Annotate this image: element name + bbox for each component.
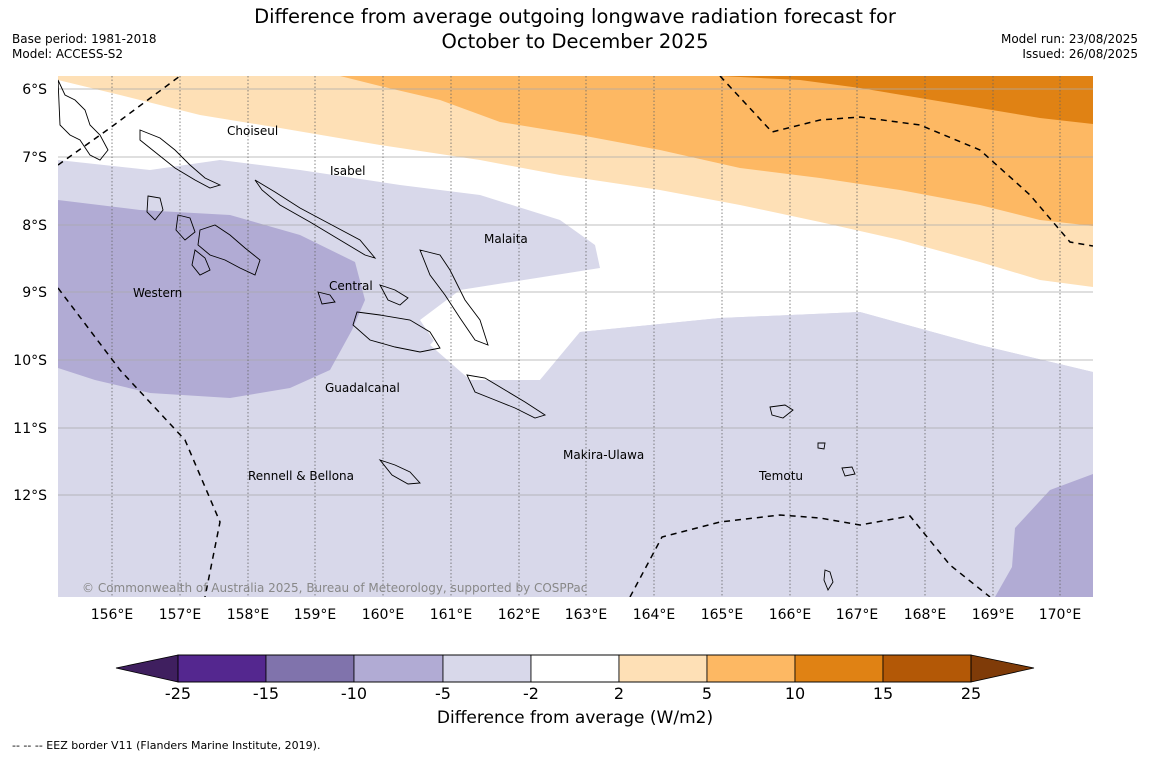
colorbar-tick: -25 xyxy=(165,684,191,703)
lon-label: 165°E xyxy=(701,607,744,623)
region-label-malaita: Malaita xyxy=(484,232,528,246)
colorbar-tick: 15 xyxy=(873,684,893,703)
colorbar-extend-min xyxy=(115,654,179,683)
region-label-makira-ulawa: Makira-Ulawa xyxy=(563,448,644,462)
colorbar-segment xyxy=(265,654,355,683)
lat-label: 7°S xyxy=(22,150,47,166)
lon-label: 170°E xyxy=(1039,607,1082,623)
meta-left: Base period: 1981-2018 Model: ACCESS-S2 xyxy=(12,32,157,62)
band-minus10-minus5-west xyxy=(58,200,365,398)
colorbar-tick: -15 xyxy=(253,684,279,703)
lon-label: 158°E xyxy=(227,607,270,623)
model-name: Model: ACCESS-S2 xyxy=(12,47,124,61)
colorbar-tick: -2 xyxy=(523,684,539,703)
map-panel: © Commonwealth of Australia 2025, Bureau… xyxy=(58,76,1093,597)
lat-label: 6°S xyxy=(22,82,47,98)
lon-label: 163°E xyxy=(565,607,608,623)
region-label-rennell-bellona: Rennell & Bellona xyxy=(248,469,354,483)
colorbar-tick: -5 xyxy=(435,684,451,703)
lon-label: 157°E xyxy=(159,607,202,623)
colorbar-tick: 5 xyxy=(702,684,712,703)
colorbar-ticks: -25 -15 -10 -5 -2 2 5 10 15 25 xyxy=(165,684,981,703)
eez-legend-note: -- -- -- EEZ border V11 (Flanders Marine… xyxy=(12,739,321,752)
region-labels: Choiseul Isabel Malaita Western Central … xyxy=(133,124,803,483)
eez-border xyxy=(58,76,1093,597)
colorbar-segment xyxy=(882,654,972,683)
lon-label: 161°E xyxy=(430,607,473,623)
title-line-1: Difference from average outgoing longwav… xyxy=(254,5,896,28)
colorbar-tick: 2 xyxy=(614,684,624,703)
lon-label: 167°E xyxy=(836,607,879,623)
band-10-15 xyxy=(720,76,1093,124)
lon-label: 168°E xyxy=(904,607,947,623)
lat-gridlines xyxy=(58,88,1093,496)
colorbar-tick: 25 xyxy=(961,684,981,703)
colorbar-segment xyxy=(353,654,444,683)
colorbar-tick: 10 xyxy=(785,684,805,703)
colorbar-segment xyxy=(706,654,796,683)
colorbar-segment xyxy=(794,654,884,683)
coastlines xyxy=(58,79,856,591)
band-minus5-minus2-south xyxy=(58,312,1093,597)
colorbar: -25 -15 -10 -5 -2 2 5 10 15 25 xyxy=(115,654,1035,703)
lat-label: 9°S xyxy=(22,285,47,301)
lon-label: 164°E xyxy=(633,607,676,623)
band-5-10 xyxy=(340,76,1093,226)
colorbar-title: Difference from average (W/m2) xyxy=(436,708,714,728)
lon-label: 169°E xyxy=(972,607,1015,623)
band-neutral-middle xyxy=(430,292,1093,390)
lat-label: 10°S xyxy=(13,353,47,369)
colorbar-tick: -10 xyxy=(341,684,367,703)
band-minus10-minus5-east xyxy=(995,474,1093,597)
region-label-central: Central xyxy=(329,279,373,293)
region-label-choiseul: Choiseul xyxy=(227,124,278,138)
lat-label: 12°S xyxy=(13,488,47,504)
lat-label: 8°S xyxy=(22,218,47,234)
region-label-isabel: Isabel xyxy=(330,164,365,178)
colorbar-extend-max xyxy=(970,654,1035,683)
lon-axis-labels: 156°E 157°E 158°E 159°E 160°E 161°E 162°… xyxy=(91,607,1082,623)
region-label-guadalcanal: Guadalcanal xyxy=(325,381,400,395)
lat-axis-labels: 6°S 7°S 8°S 9°S 10°S 11°S 12°S xyxy=(13,82,47,504)
lon-label: 159°E xyxy=(294,607,337,623)
lon-label: 166°E xyxy=(769,607,812,623)
region-label-temotu: Temotu xyxy=(758,469,803,483)
colorbar-segment xyxy=(442,654,532,683)
colorbar-segment xyxy=(618,654,708,683)
region-label-western: Western xyxy=(133,286,182,300)
issued-date: Issued: 26/08/2025 xyxy=(1022,47,1138,61)
lat-label: 11°S xyxy=(13,421,47,437)
lon-label: 160°E xyxy=(362,607,405,623)
model-run: Model run: 23/08/2025 xyxy=(1000,32,1138,46)
colorbar-segment xyxy=(177,654,267,683)
meta-right: Model run: 23/08/2025 Issued: 26/08/2025 xyxy=(1001,32,1138,62)
title-line-2: October to December 2025 xyxy=(441,30,709,53)
lon-gridlines xyxy=(111,76,1061,597)
map-title: Difference from average outgoing longwav… xyxy=(0,4,1150,54)
base-period: Base period: 1981-2018 xyxy=(12,32,157,46)
lon-label: 162°E xyxy=(498,607,541,623)
lon-label: 156°E xyxy=(91,607,134,623)
colorbar-segment xyxy=(530,654,620,683)
copyright-notice: © Commonwealth of Australia 2025, Bureau… xyxy=(82,581,587,595)
